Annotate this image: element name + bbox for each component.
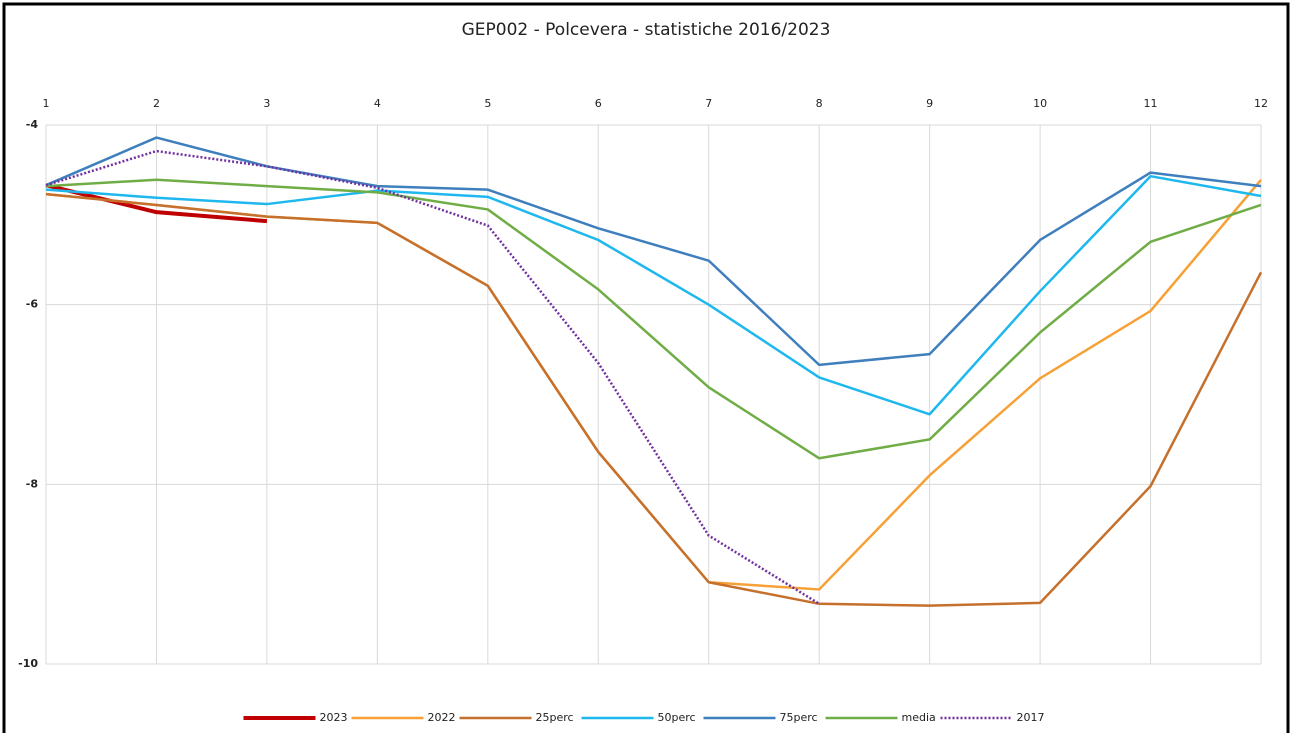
y-tick-label: -4 [26,118,39,131]
x-tick-label: 8 [816,97,823,110]
legend-label: media [902,711,936,724]
x-tick-label: 10 [1033,97,1047,110]
x-tick-label: 11 [1144,97,1158,110]
series-line [45,183,268,224]
y-tick-label: -6 [26,298,39,311]
legend-label: 50perc [658,711,696,724]
legend-label: 2023 [320,711,348,724]
series-line [45,192,1263,607]
legend-label: 2022 [428,711,456,724]
x-tick-label: 9 [926,97,933,110]
y-tick-label: -10 [18,657,38,670]
legend-label: 25perc [536,711,574,724]
x-tick-label: 6 [595,97,602,110]
series-line [45,174,1262,416]
series-line [45,178,1262,460]
legend-label: 2017 [1017,711,1045,724]
y-tick-label: -8 [26,477,38,490]
x-tick-label: 5 [484,97,491,110]
legend-label: 75perc [780,711,818,724]
x-tick-label: 12 [1254,97,1268,110]
series-line [45,136,1262,367]
x-tick-label: 4 [374,97,381,110]
x-tick-label: 1 [43,97,50,110]
x-tick-label: 7 [705,97,712,110]
x-tick-label: 3 [263,97,270,110]
chart-title: GEP002 - Polcevera - statistiche 2016/20… [462,20,831,40]
x-tick-label: 2 [153,97,160,110]
